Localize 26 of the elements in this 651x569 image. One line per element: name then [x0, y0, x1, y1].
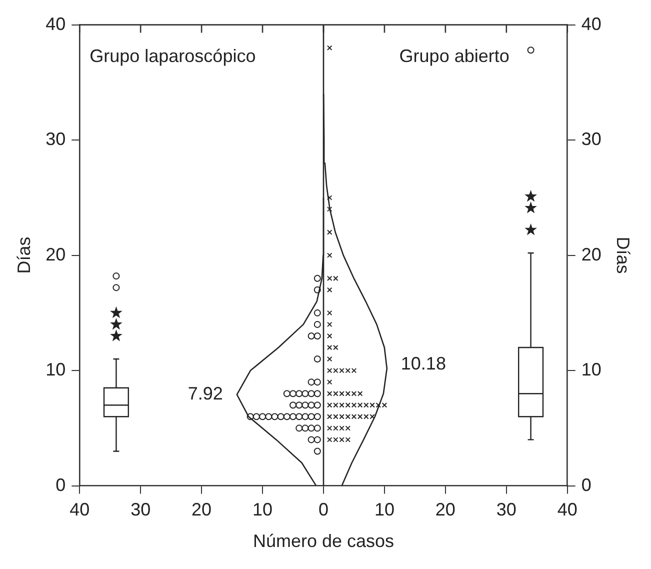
y2-tick-label: 10	[581, 360, 602, 380]
x-tick-label: 30	[130, 500, 151, 520]
x-tick-label: 0	[318, 500, 329, 520]
y2-axis-title: Días	[613, 236, 634, 274]
y-tick-label: 0	[56, 474, 66, 495]
annotation: Grupo abierto	[399, 46, 510, 66]
x-tick-label: 10	[374, 500, 394, 520]
y-axis-title: Días	[14, 236, 34, 274]
annotation: 10.18	[400, 353, 446, 374]
y2-tick-label: 0	[581, 474, 592, 495]
y-tick-label: 10	[46, 360, 66, 380]
x-tick-label: 40	[70, 500, 90, 520]
y2-tick-label: 40	[581, 14, 602, 34]
y-tick-label: 20	[46, 244, 66, 264]
x-axis-title: Número de casos	[252, 531, 394, 552]
annotation: Grupo laparoscópico	[90, 46, 256, 66]
x-tick-label: 20	[192, 500, 212, 520]
x-tick-label: 10	[252, 500, 273, 520]
x-tick-label: 20	[435, 500, 456, 520]
x-tick-label: 40	[557, 500, 578, 520]
y2-tick-label: 20	[581, 244, 602, 264]
y-tick-label: 40	[46, 14, 66, 34]
y-tick-label: 30	[46, 129, 66, 150]
y2-tick-label: 30	[581, 129, 602, 150]
annotation: 7.92	[188, 383, 223, 404]
x-tick-label: 30	[496, 500, 516, 520]
